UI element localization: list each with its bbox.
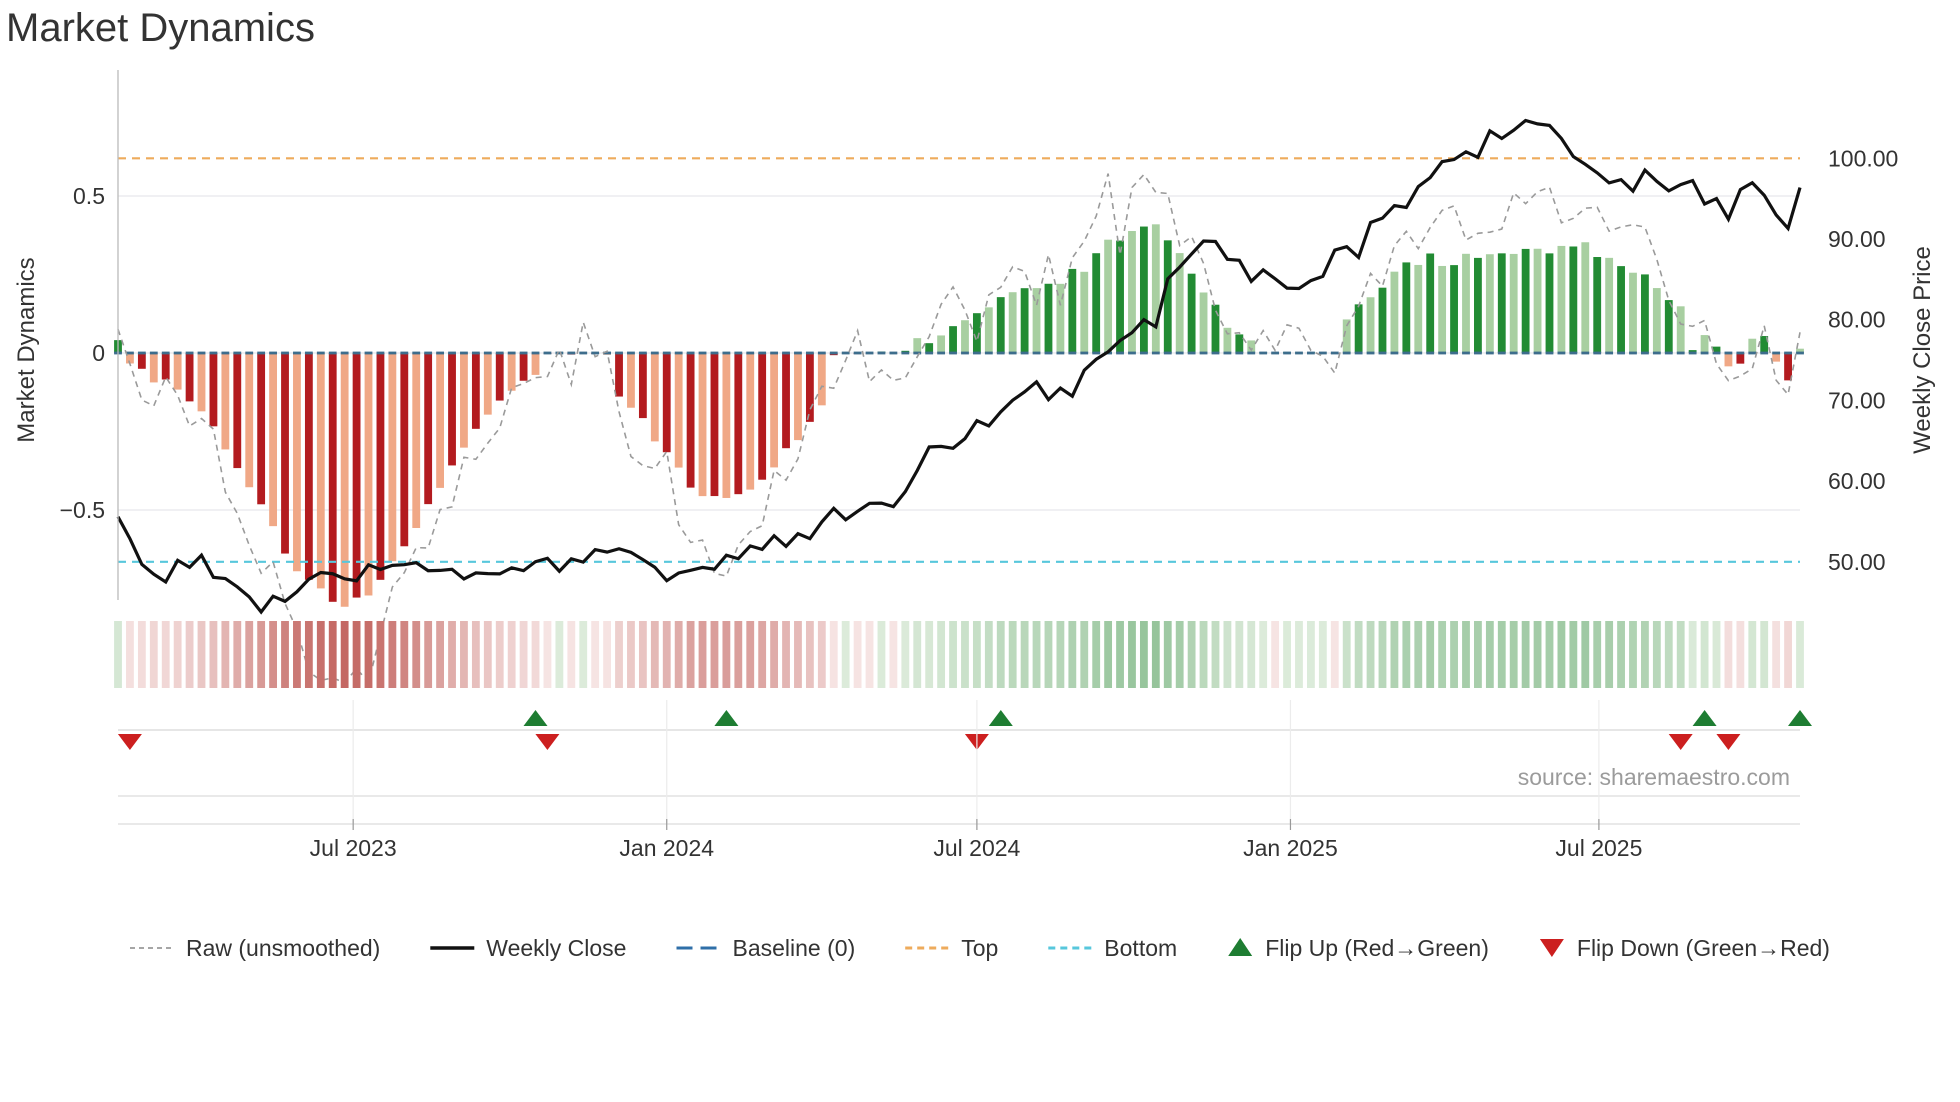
svg-text:Jul 2023: Jul 2023	[310, 835, 397, 861]
svg-text:Raw (unsmoothed): Raw (unsmoothed)	[186, 935, 380, 961]
svg-text:source: sharemaestro.com: source: sharemaestro.com	[1518, 764, 1790, 790]
svg-text:Flip Up (Red→Green): Flip Up (Red→Green)	[1265, 935, 1489, 961]
svg-text:Flip Down (Green→Red): Flip Down (Green→Red)	[1577, 935, 1830, 961]
svg-text:50.00: 50.00	[1828, 549, 1886, 575]
svg-text:Weekly Close Price: Weekly Close Price	[1909, 246, 1936, 454]
svg-text:Market Dynamics: Market Dynamics	[13, 257, 40, 442]
svg-text:Jul 2025: Jul 2025	[1555, 835, 1642, 861]
svg-text:60.00: 60.00	[1828, 468, 1886, 494]
svg-text:Jan 2024: Jan 2024	[619, 835, 714, 861]
svg-text:Jul 2024: Jul 2024	[933, 835, 1020, 861]
svg-text:70.00: 70.00	[1828, 387, 1886, 413]
svg-text:90.00: 90.00	[1828, 226, 1886, 252]
svg-text:Bottom: Bottom	[1104, 935, 1177, 961]
svg-text:80.00: 80.00	[1828, 307, 1886, 333]
svg-text:Top: Top	[961, 935, 998, 961]
svg-text:0.5: 0.5	[73, 183, 105, 209]
svg-text:Jan 2025: Jan 2025	[1243, 835, 1338, 861]
svg-text:Weekly Close: Weekly Close	[486, 935, 626, 961]
svg-text:Baseline (0): Baseline (0)	[733, 935, 856, 961]
svg-text:−0.5: −0.5	[60, 497, 105, 523]
svg-text:0: 0	[92, 340, 105, 366]
svg-text:100.00: 100.00	[1828, 145, 1898, 171]
